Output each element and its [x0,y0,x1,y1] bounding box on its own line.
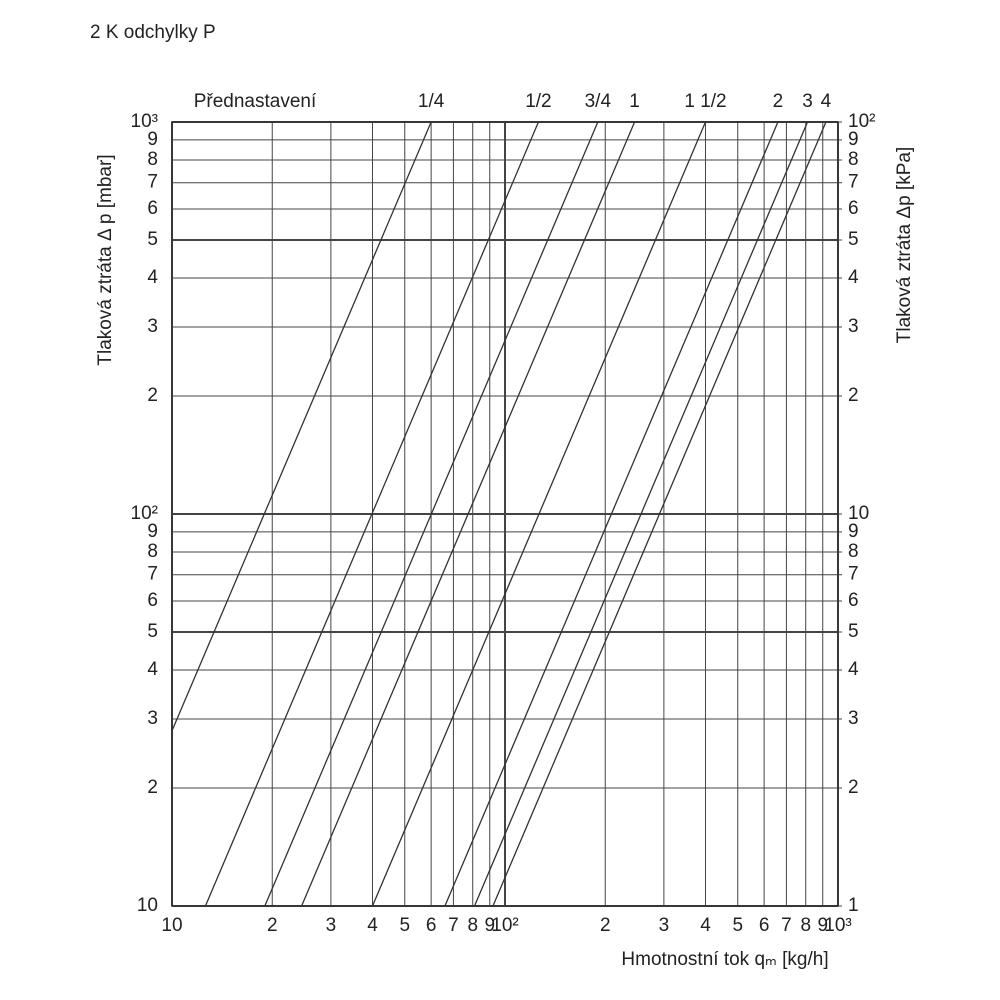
series-line [371,121,707,907]
series-label: 2 [773,91,784,112]
y-tick-label: 6 [147,590,158,611]
series-label: 3 [802,91,813,112]
y2-tick-label: 1 [848,895,859,916]
x-tick-label: 9 [817,915,828,936]
y-tick-label: 8 [147,541,158,562]
x-tick-label: 9 [484,915,495,936]
y2-tick-label: 2 [848,385,859,406]
series-line [444,121,779,907]
series-line [300,121,636,907]
x-tick-label: 10² [491,915,518,936]
series-line [264,121,599,907]
series-label: 1 1/2 [684,91,726,112]
x-tick-label: 8 [467,915,478,936]
y2-tick-label: 10 [848,503,869,524]
x-tick-label: 2 [600,915,611,936]
x-tick-label: 6 [426,915,437,936]
y-tick-label: 10³ [131,111,158,132]
y2-tick-label: 6 [848,198,859,219]
y2-tick-label: 9 [848,129,859,150]
x-tick-label: 4 [700,915,711,936]
y-tick-label: 10² [131,503,158,524]
y-tick-label: 10 [137,895,158,916]
y2-tick-label: 8 [848,149,859,170]
y2-tick-label: 6 [848,590,859,611]
x-tick-label: 7 [448,915,459,936]
y2-tick-label: 3 [848,316,859,337]
y2-tick-label: 4 [848,659,859,680]
x-tick-label: 3 [326,915,337,936]
y2-tick-label: 9 [848,521,859,542]
y-tick-label: 2 [147,777,158,798]
y-tick-label: 9 [147,129,158,150]
y2-tick-label: 7 [848,564,859,585]
y-tick-label: 6 [147,198,158,219]
series-label: 1/4 [418,91,445,112]
series-line [204,121,540,907]
y-tick-label: 5 [147,621,158,642]
x-tick-label: 5 [399,915,410,936]
y-tick-label: 3 [147,708,158,729]
legend-title: Přednastavení [194,91,317,112]
y-axis-label: Tlaková ztráta Δ p [mbar] [95,154,116,365]
series-line [492,121,827,907]
y-tick-label: 8 [147,149,158,170]
series-label: 3/4 [585,91,612,112]
y2-tick-label: 7 [848,172,859,193]
x-tick-label: 6 [759,915,770,936]
y-tick-label: 7 [147,564,158,585]
chart-title: 2 K odchylky P [90,22,216,43]
y-tick-label: 5 [147,229,158,250]
x-tick-label: 5 [732,915,743,936]
x-axis-label: Hmotnostní tok qₘ [kg/h] [621,949,828,970]
y2-tick-label: 2 [848,777,859,798]
series-line [171,121,432,731]
x-tick-label: 8 [800,915,811,936]
series-line [473,121,809,907]
y2-tick-label: 5 [848,229,859,250]
series-label: 1/2 [525,91,551,112]
y2-tick-label: 3 [848,708,859,729]
y2-tick-label: 8 [848,541,859,562]
x-tick-label: 10³ [824,915,851,936]
series-label: 1 [629,91,640,112]
y-tick-label: 3 [147,316,158,337]
y2-axis-label: Tlaková ztráta Δp [kPa] [894,147,915,343]
y2-tick-label: 4 [848,267,859,288]
x-tick-label: 4 [367,915,378,936]
y2-tick-label: 10² [848,111,875,132]
x-tick-label: 2 [267,915,278,936]
plot-frame [171,121,839,907]
series-label: 4 [821,91,832,112]
y-tick-label: 7 [147,172,158,193]
x-tick-label: 10 [161,915,182,936]
y-tick-label: 2 [147,385,158,406]
y-tick-label: 4 [147,659,158,680]
y2-tick-label: 5 [848,621,859,642]
x-tick-label: 3 [659,915,670,936]
x-tick-label: 7 [781,915,792,936]
y-tick-label: 9 [147,521,158,542]
y-tick-label: 4 [147,267,158,288]
